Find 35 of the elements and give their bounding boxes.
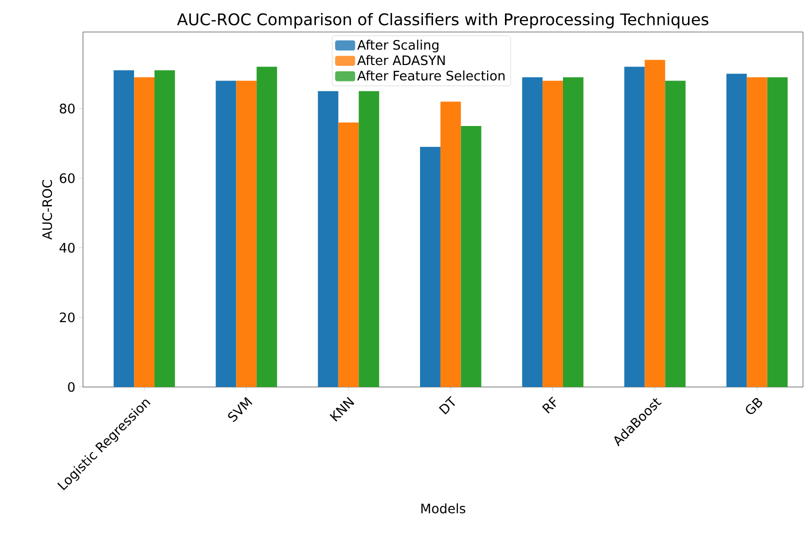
x-tick-label: DT (438, 396, 456, 414)
bar (563, 77, 584, 387)
y-tick-label: 20 (60, 312, 75, 322)
bar (134, 77, 154, 387)
chart-title: AUC-ROC Comparison of Classifiers with Preprocessing Techniques (177, 12, 708, 28)
bar (256, 66, 278, 387)
bar (644, 60, 666, 387)
x-axis-title: Models (421, 503, 466, 514)
y-tick-label: 80 (60, 104, 75, 114)
bar (236, 80, 257, 387)
bar (542, 80, 564, 387)
legend-label: After Scaling (357, 40, 438, 52)
bar (665, 80, 686, 387)
bar (746, 77, 768, 387)
bar (726, 74, 747, 387)
x-tick-label: GB (746, 398, 762, 414)
bar (318, 91, 338, 387)
bar (338, 122, 359, 387)
bar (358, 91, 380, 387)
y-tick-label: 60 (60, 173, 75, 184)
x-tick-label: RF (542, 396, 556, 414)
y-tick-label: 40 (60, 242, 75, 253)
bar (767, 77, 788, 387)
bar (114, 70, 134, 387)
y-tick-label: 0 (68, 382, 75, 392)
legend-label: After ADASYN (357, 55, 445, 66)
legend-label: After Feature Selection (357, 70, 505, 81)
bar (624, 66, 645, 387)
bar (420, 146, 440, 387)
y-axis-title: AUC-ROC (42, 180, 52, 240)
bar (216, 80, 236, 387)
bar (460, 126, 482, 387)
bar (440, 102, 461, 387)
bar (522, 77, 543, 387)
bar (154, 70, 175, 387)
